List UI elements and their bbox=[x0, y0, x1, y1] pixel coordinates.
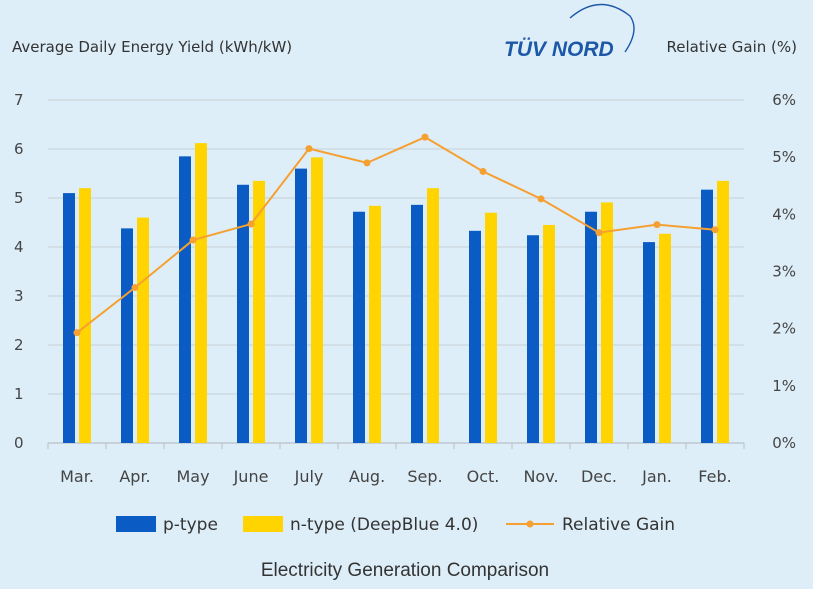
gain-point-6 bbox=[421, 133, 429, 141]
bar-n-type-6 bbox=[427, 188, 439, 443]
bar-n-type-9 bbox=[601, 202, 613, 443]
bar-p-type-11 bbox=[701, 189, 713, 443]
tuv-nord-logo: TÜV NORD bbox=[504, 3, 635, 61]
bar-p-type-10 bbox=[643, 242, 655, 443]
chart-caption: Electricity Generation Comparison bbox=[261, 560, 549, 581]
bar-p-type-0 bbox=[63, 193, 75, 443]
bar-p-type-7 bbox=[469, 230, 481, 443]
y-tick-label: 0 bbox=[14, 434, 24, 452]
y-tick-label: 2 bbox=[14, 336, 24, 354]
legend-label-p-type: p-type bbox=[163, 515, 218, 535]
bar-p-type-5 bbox=[353, 211, 365, 443]
gain-point-3 bbox=[247, 220, 255, 228]
x-tick-label: Feb. bbox=[698, 467, 731, 486]
x-tick-label: Oct. bbox=[467, 467, 500, 486]
bar-p-type-6 bbox=[411, 204, 423, 443]
bar-n-type-3 bbox=[253, 180, 265, 443]
y2-tick-label: 5% bbox=[772, 148, 796, 166]
legend-label-n-type: n-type (DeepBlue 4.0) bbox=[290, 515, 478, 535]
legend-swatch-p-type bbox=[116, 516, 156, 532]
x-tick-label: Aug. bbox=[349, 467, 385, 486]
gain-point-9 bbox=[595, 229, 603, 237]
bar-p-type-1 bbox=[121, 228, 133, 443]
gain-line bbox=[73, 133, 719, 337]
bar-n-type-0 bbox=[79, 188, 91, 443]
bar-n-type-2 bbox=[195, 143, 207, 443]
x-tick-label: Jan. bbox=[641, 467, 672, 486]
x-tick-label: Dec. bbox=[581, 467, 617, 486]
gain-point-2 bbox=[189, 236, 197, 244]
gain-point-10 bbox=[653, 221, 661, 229]
logo-arc bbox=[569, 3, 635, 53]
gain-point-1 bbox=[131, 284, 139, 292]
bar-p-type-9 bbox=[585, 211, 597, 443]
y-tick-label: 6 bbox=[14, 140, 24, 158]
category-labels: Mar. Apr. May June July Aug. Sep. Oct. Nov. Dec. J… bbox=[60, 467, 732, 486]
bar-n-type-8 bbox=[543, 224, 555, 443]
bars bbox=[63, 143, 729, 443]
x-tick-label: July bbox=[294, 467, 324, 486]
x-tick-label: Mar. bbox=[60, 467, 94, 486]
legend-label-gain: Relative Gain bbox=[562, 515, 675, 535]
bar-n-type-5 bbox=[369, 205, 381, 443]
y2-tick-label: 1% bbox=[772, 377, 796, 395]
gain-point-5 bbox=[363, 159, 371, 167]
legend: p-type n-type (DeepBlue 4.0) Relative Ga… bbox=[116, 515, 675, 535]
bar-n-type-1 bbox=[137, 217, 149, 443]
gain-point-7 bbox=[479, 167, 487, 175]
y2-tick-label: 4% bbox=[772, 205, 796, 223]
bar-n-type-10 bbox=[659, 233, 671, 443]
x-tick-label: Apr. bbox=[119, 467, 150, 486]
x-tick-label: June bbox=[233, 467, 269, 486]
gain-point-11 bbox=[711, 226, 719, 234]
logo-text: TÜV NORD bbox=[504, 38, 614, 61]
y-tick-label: 7 bbox=[14, 91, 24, 109]
bar-p-type-8 bbox=[527, 235, 539, 443]
bar-n-type-4 bbox=[311, 157, 323, 443]
y2-tick-label: 3% bbox=[772, 263, 796, 281]
x-tick-label: May bbox=[176, 467, 209, 486]
grid bbox=[47, 99, 745, 449]
y-tick-label: 4 bbox=[14, 238, 24, 256]
gain-point-0 bbox=[73, 329, 81, 337]
y-tick-label: 5 bbox=[14, 189, 24, 207]
gain-point-8 bbox=[537, 195, 545, 203]
legend-swatch-n-type bbox=[243, 516, 283, 532]
y-tick-label: 3 bbox=[14, 287, 24, 305]
bar-p-type-4 bbox=[295, 168, 307, 443]
gain-point-4 bbox=[305, 145, 313, 153]
y-tick-label: 1 bbox=[14, 385, 24, 403]
bar-p-type-2 bbox=[179, 156, 191, 443]
bar-n-type-11 bbox=[717, 180, 729, 443]
gain-polyline bbox=[76, 136, 716, 334]
y2-tick-label: 6% bbox=[772, 91, 796, 109]
x-tick-label: Sep. bbox=[407, 467, 442, 486]
bar-p-type-3 bbox=[237, 184, 249, 443]
y2-tick-label: 2% bbox=[772, 320, 796, 338]
x-tick-label: Nov. bbox=[523, 467, 558, 486]
y2-axis-title: Relative Gain (%) bbox=[667, 38, 797, 56]
y2-tick-label: 0% bbox=[772, 434, 796, 452]
bar-n-type-7 bbox=[485, 212, 497, 443]
legend-marker-gain bbox=[526, 520, 534, 528]
axis-ticks: 0 1 2 3 4 5 6 7 0% 1% 2% 3% 4% 5% 6% bbox=[14, 91, 796, 452]
y-axis-title: Average Daily Energy Yield (kWh/kW) bbox=[12, 38, 292, 56]
